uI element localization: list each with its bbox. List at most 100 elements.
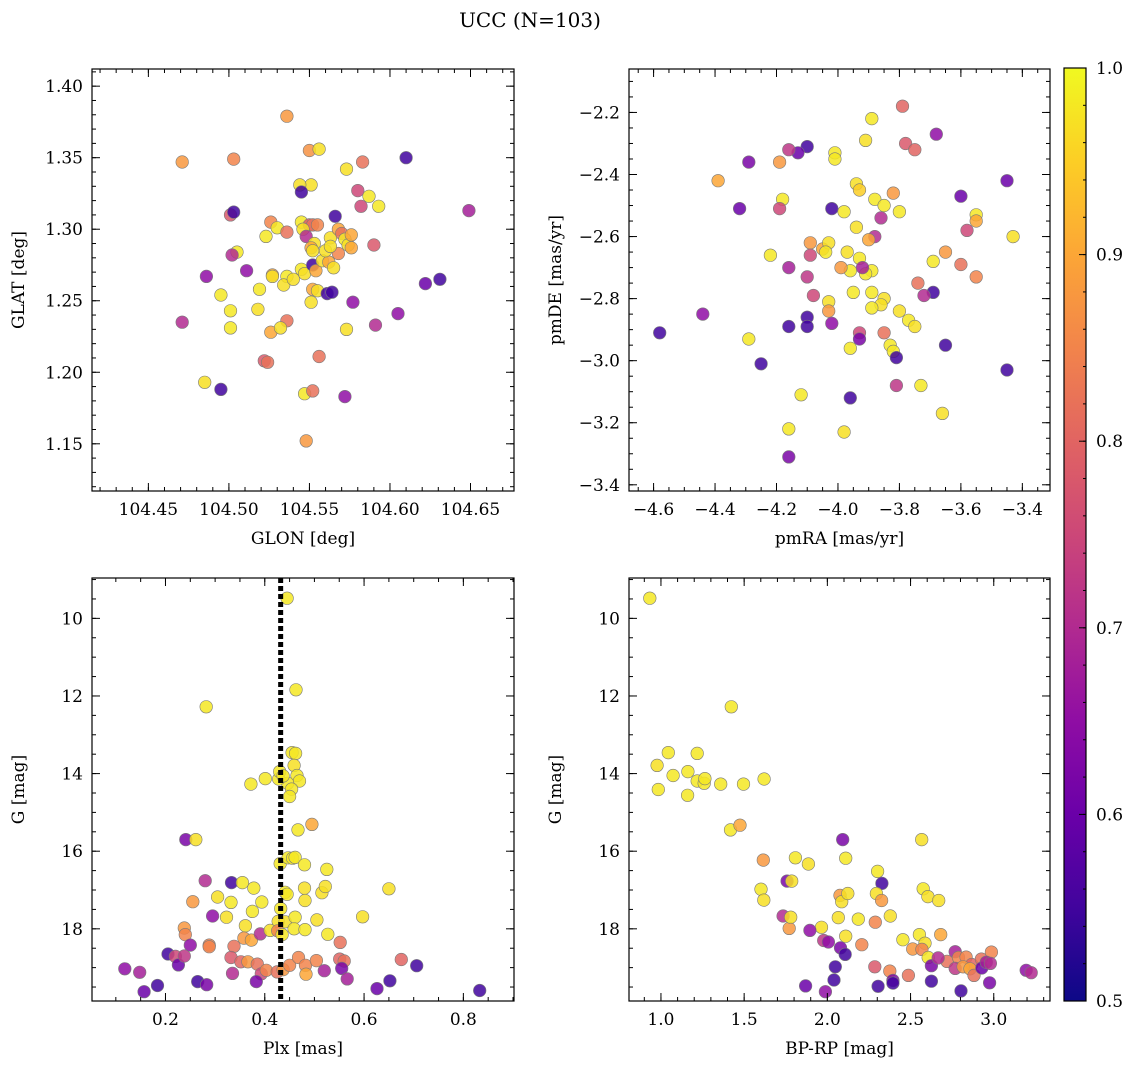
data-point <box>800 319 814 334</box>
data-point <box>837 425 851 439</box>
data-point <box>177 949 191 963</box>
data-point <box>886 976 900 990</box>
data-point <box>803 236 817 250</box>
data-point <box>265 269 280 284</box>
data-point <box>418 277 433 291</box>
data-point <box>333 935 347 950</box>
data-point <box>240 264 254 278</box>
data-point <box>294 185 309 199</box>
x-tick-label: 104.55 <box>280 500 339 520</box>
data-point <box>247 881 261 895</box>
data-point <box>362 189 376 203</box>
y-axis-label: pmDE [mas/yr] <box>546 215 566 345</box>
data-point <box>868 192 882 206</box>
data-point <box>877 198 891 213</box>
data-point <box>394 952 408 967</box>
axes-frame <box>91 68 515 492</box>
data-point <box>198 375 212 389</box>
data-point <box>896 933 910 947</box>
data-point <box>1000 363 1014 377</box>
data-point <box>225 248 239 262</box>
data-point <box>800 140 814 154</box>
data-point <box>261 355 275 369</box>
data-point <box>321 927 335 941</box>
data-point <box>852 332 867 346</box>
data-point <box>915 832 929 847</box>
data-point <box>206 909 220 923</box>
y-tick-label: 1.25 <box>45 292 83 312</box>
x-axis-label: BP-RP [mag] <box>785 1039 894 1059</box>
data-point <box>840 245 854 259</box>
data-point <box>914 378 928 393</box>
data-point <box>895 99 910 113</box>
y-tick-label: −2.6 <box>579 228 620 248</box>
data-point <box>782 921 796 936</box>
y-tick-label: 1.40 <box>45 77 83 97</box>
data-point <box>837 205 851 219</box>
data-point <box>1006 230 1020 244</box>
data-point <box>889 378 904 393</box>
data-point <box>898 136 913 151</box>
x-tick-label: 0.6 <box>351 1010 378 1030</box>
y-tick-label: 10 <box>61 609 83 629</box>
data-point <box>772 155 787 169</box>
data-point <box>814 920 829 934</box>
data-point <box>969 270 983 284</box>
data-point <box>351 184 365 198</box>
data-point <box>935 406 950 421</box>
data-point <box>299 967 313 981</box>
y-tick-label: 1.35 <box>45 149 83 169</box>
data-point <box>834 261 848 275</box>
y-tick-label: −3.2 <box>579 414 620 434</box>
data-point <box>932 893 946 908</box>
x-tick-label: 3.0 <box>980 1010 1007 1030</box>
y-tick-label: 1.20 <box>45 363 83 383</box>
data-point <box>858 133 873 147</box>
data-point <box>838 947 852 962</box>
data-point <box>822 304 836 318</box>
data-point <box>843 391 857 405</box>
colorbar-tick-label: 0.6 <box>1096 805 1123 825</box>
y-tick-label: 1.30 <box>45 220 83 240</box>
panel-parallax-magnitude: 0.2 0.4 0.6 0.8 10 12 14 16 18 Plx [mas] G [mag] <box>9 577 515 1059</box>
y-tick-label: 14 <box>598 765 620 785</box>
data-point <box>309 264 323 278</box>
data-point <box>757 772 771 786</box>
scatter-points <box>643 591 1038 999</box>
data-point <box>175 155 189 169</box>
x-tick-label: −4.6 <box>633 500 674 520</box>
data-point <box>911 276 925 290</box>
data-point <box>306 384 320 398</box>
data-point <box>883 909 897 923</box>
figure-title: UCC (N=103) <box>459 8 601 32</box>
data-point <box>934 927 948 942</box>
data-point <box>908 143 922 157</box>
data-point <box>828 960 842 974</box>
scatter-points <box>653 99 1020 464</box>
data-point <box>310 218 325 232</box>
data-point <box>289 683 303 697</box>
data-point <box>356 910 370 924</box>
data-point <box>289 746 303 761</box>
data-point <box>690 746 704 761</box>
y-axis-label: G [mag] <box>546 755 566 824</box>
data-point <box>310 913 324 927</box>
data-point <box>828 152 842 166</box>
data-point <box>198 874 212 888</box>
data-point <box>650 758 664 773</box>
data-point <box>874 211 888 225</box>
data-point <box>227 152 241 166</box>
data-point <box>874 893 889 908</box>
data-point <box>325 285 339 299</box>
data-point <box>214 382 228 397</box>
data-point <box>199 269 213 284</box>
x-tick-label: −3.6 <box>940 500 981 520</box>
data-point <box>383 974 397 988</box>
x-tick-label: 104.60 <box>360 500 419 520</box>
data-point <box>273 321 288 335</box>
data-point <box>280 225 294 239</box>
data-point <box>803 248 817 262</box>
data-point <box>827 973 841 987</box>
axes-frame <box>91 577 515 1002</box>
data-point <box>214 288 228 302</box>
